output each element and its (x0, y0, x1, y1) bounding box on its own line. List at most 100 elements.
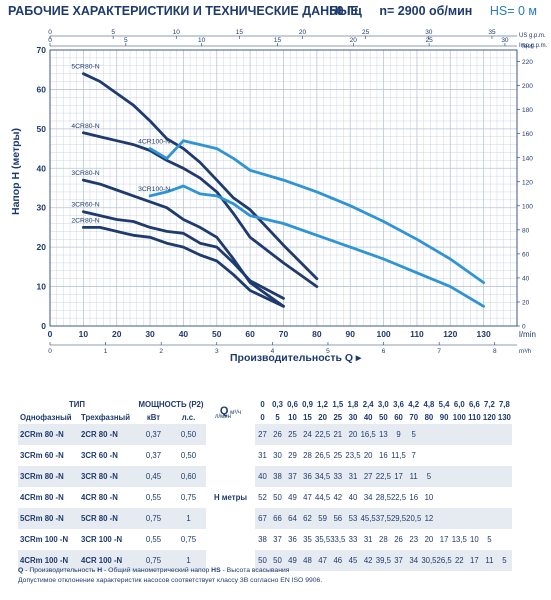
head-value: 13,5 (451, 535, 467, 544)
head-value: 22,5 (375, 466, 391, 487)
q-m3h-value: 0 (260, 399, 265, 409)
q-m3h-value: 1,2 (317, 399, 329, 409)
feet-tick-label: 60 (522, 251, 530, 258)
head-value: 34 (406, 550, 422, 571)
x-unit-label: l/min (519, 330, 536, 339)
head-value: 31 (363, 535, 373, 544)
y-axis-title: Напор H (метры) (10, 128, 22, 215)
q-lmin-value: 5 (275, 412, 280, 422)
head-value: 5 (406, 424, 422, 445)
power-kw: 0,55 (145, 493, 162, 502)
head-value: 28 (379, 535, 388, 544)
head-value: 64 (285, 508, 300, 529)
page-title: РАБОЧИЕ ХАРАКТЕРИСТИКИ И ТЕХНИЧЕСКИЕ ДАН… (8, 4, 359, 18)
head-value: 5 (487, 535, 492, 544)
usgpm-tick-label: 25 (362, 29, 370, 36)
head-value: 28,5 (375, 493, 391, 502)
x-tick-label: 130 (477, 329, 491, 339)
power-hp: 0,75 (180, 535, 197, 544)
series-label: 2CR80-N (71, 217, 99, 224)
q-m3h-value: 3,6 (393, 399, 404, 409)
model-single-phase: 3CRm 60 -N (20, 451, 64, 460)
col-type-header: ТИП (69, 399, 85, 409)
q-m3h-value: 5,4 (438, 399, 450, 409)
head-value (451, 424, 467, 445)
q-lmin-value: 100 (452, 412, 466, 422)
head-value: 20 (345, 424, 361, 445)
head-value: 46 (330, 550, 346, 571)
power-kw: 0,55 (145, 535, 162, 544)
head-value: 17 (466, 550, 482, 571)
head-value: 5 (421, 466, 437, 487)
model-single-phase: 4CRm 100 -N (18, 550, 81, 571)
head-value: 50 (270, 550, 285, 571)
x-axis-title: Производительность Q ▸ (230, 352, 362, 364)
usgpm-tick-label: 0 (48, 29, 52, 36)
head-value (481, 508, 497, 529)
table-subheader-row: Однофазный Трехфазный кВт л.с. 0 5 10 15 20 25 30 4… (18, 410, 512, 424)
h-meters-label: H метры (213, 493, 248, 502)
q-m3h-value: 2,4 (362, 399, 374, 409)
head-value: 31 (258, 451, 267, 460)
head-value (481, 466, 497, 487)
model-single-phase: 3CRm 80 -N (18, 466, 81, 487)
y-tick-label: 60 (37, 84, 47, 94)
head-value: 50 (273, 493, 282, 502)
q-m3h-value: 6,0 (453, 399, 465, 409)
model-three-phase: 5CR 80 -N (81, 508, 136, 529)
head-value: 40 (255, 466, 270, 487)
col-q-header: Q м³/ч (206, 398, 255, 424)
head-value (467, 487, 482, 508)
power-kw: 0,45 (136, 466, 171, 487)
model-three-phase: 4CR 80 -N (81, 493, 118, 502)
q-lmin-value: 30 (348, 412, 358, 422)
head-value: 42 (360, 550, 376, 571)
head-value: 30 (273, 451, 282, 460)
head-value (482, 445, 497, 466)
series-line (82, 178, 285, 308)
x-tick-label: 50 (212, 329, 222, 339)
head-value: 48 (300, 550, 315, 571)
series-label: 4CR100-N (138, 139, 170, 146)
q-m3h-value: 0,6 (287, 399, 298, 409)
x-tick-label: 100 (376, 329, 390, 339)
head-value (496, 466, 512, 487)
head-value (421, 445, 436, 466)
spec-table: ТИП МОЩНОСТЬ (P2) Q м³/ч 0 0,3 0,6 0,9 1,2 1,5 1,… (18, 398, 512, 571)
table-row: 2CRm 80 -N 2CR 80 -N 0,37 0,50 H метры 27 26 25… (18, 424, 512, 502)
head-value: 11 (481, 550, 497, 571)
head-value: 67 (255, 508, 270, 529)
power-hp: 0,50 (171, 424, 206, 445)
q-lmin-value: 50 (379, 412, 388, 422)
series-line (148, 184, 485, 308)
operating-conditions: 50 Гц n= 2900 об/мин HS= 0 м (316, 4, 537, 18)
head-value: 62 (300, 508, 315, 529)
y-tick-label: 20 (37, 242, 47, 252)
col-three-phase-header: Трехфазный (81, 412, 130, 422)
head-value (452, 487, 467, 508)
head-value: 28 (303, 451, 312, 460)
q-m3h-value: 4,2 (408, 399, 420, 409)
feet-tick-label: 180 (522, 107, 533, 114)
speed-label: n= 2900 об/мин (379, 4, 473, 18)
footer-legend: Q - Производительность H - Общий маномет… (18, 567, 290, 574)
q-lmin-value: 110 (468, 412, 481, 422)
head-value: 36 (300, 466, 315, 487)
head-value: 49 (288, 493, 297, 502)
head-value: 33 (348, 535, 358, 544)
table-row: 3CRm 80 -N 3CR 80 -N 0,45 0,60 40 38 37 36 34,5 3… (18, 466, 512, 487)
table-row: 5CRm 80 -N 5CR 80 -N 0,75 1 67 66 64 62 59 56 53 45… (18, 508, 512, 529)
head-value: 37 (390, 550, 407, 571)
head-value: 5 (496, 550, 512, 571)
series-line (82, 226, 285, 308)
series-label: 4CR80-N (71, 123, 99, 130)
head-value: 47 (315, 550, 331, 571)
y-tick-label: 10 (37, 282, 47, 292)
head-value: 24 (300, 424, 315, 445)
head-value (482, 487, 497, 508)
model-single-phase: 2CRm 80 -N (18, 424, 81, 445)
head-value: 42 (333, 493, 343, 502)
x-tick-label: 20 (112, 329, 122, 339)
head-value: 29,5 (390, 508, 407, 529)
